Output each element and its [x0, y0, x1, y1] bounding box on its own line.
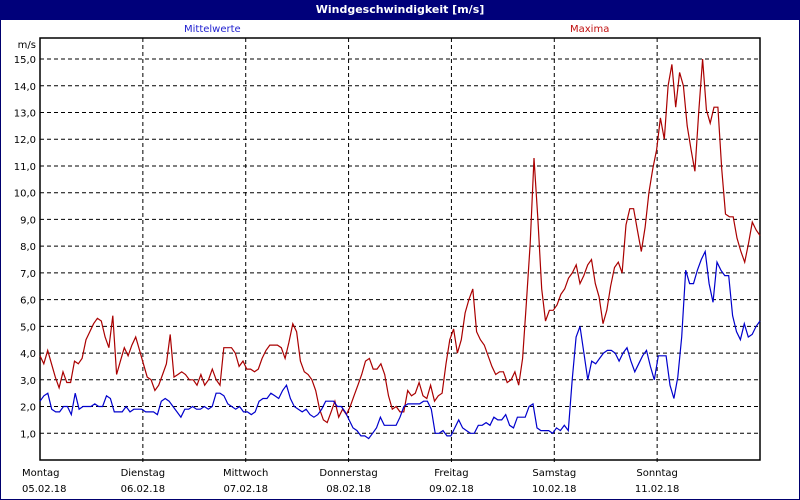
y-tick-label: 3,0	[20, 376, 36, 387]
y-tick-label: 15,0	[14, 55, 36, 66]
series-mittelwerte	[39, 249, 761, 440]
series-maxima	[39, 59, 761, 424]
y-tick-label: 4,0	[20, 349, 36, 360]
x-tick-day: Samstag	[532, 468, 576, 479]
x-axis-labels: Montag 05.02.18 Dienstag 06.02.18 Mittwoch 07…	[22, 468, 679, 495]
x-tick-day: Montag	[22, 468, 59, 479]
y-tick-label: 9,0	[20, 215, 36, 226]
y-tick-label: 10,0	[14, 189, 36, 200]
y-tick-label: 11,0	[14, 162, 36, 173]
x-tick-day: Mittwoch	[223, 468, 268, 479]
chart-title: Windgeschwindigkeit [m/s]	[0, 0, 800, 20]
x-tick-date: 05.02.18	[22, 484, 67, 495]
y-tick-label: 6,0	[20, 296, 36, 307]
axes	[39, 37, 761, 461]
y-tick-label: 2,0	[20, 403, 36, 414]
legend-max: Maxima	[570, 24, 610, 35]
x-tick-day: Donnerstag	[319, 468, 377, 479]
plot-area-border	[39, 37, 761, 461]
x-tick-day: Dienstag	[121, 468, 166, 479]
y-tick-label: 14,0	[14, 82, 36, 93]
y-tick-label: 8,0	[20, 242, 36, 253]
x-tick-day: Freitag	[434, 468, 468, 479]
y-axis-unit: m/s	[18, 40, 36, 51]
x-tick-day: Sonntag	[636, 468, 678, 479]
y-tick-label: 1,0	[20, 429, 36, 440]
y-axis-labels: 1,0 2,0 3,0 4,0 5,0 6,0 7,0 8,0 9,0 10,0 11,0 12,0 1…	[14, 55, 36, 440]
y-tick-label: 13,0	[14, 109, 36, 120]
x-tick-date: 08.02.18	[326, 484, 371, 495]
x-tick-date: 09.02.18	[429, 484, 474, 495]
y-tick-label: 12,0	[14, 135, 36, 146]
y-tick-label: 7,0	[20, 269, 36, 280]
x-tick-date: 07.02.18	[223, 484, 268, 495]
x-tick-date: 11.02.18	[635, 484, 680, 495]
x-tick-date: 06.02.18	[121, 484, 166, 495]
grid	[40, 38, 760, 464]
series	[39, 59, 761, 440]
legend-mean: Mittelwerte	[184, 24, 241, 35]
x-tick-date: 10.02.18	[532, 484, 577, 495]
y-tick-label: 5,0	[20, 322, 36, 333]
